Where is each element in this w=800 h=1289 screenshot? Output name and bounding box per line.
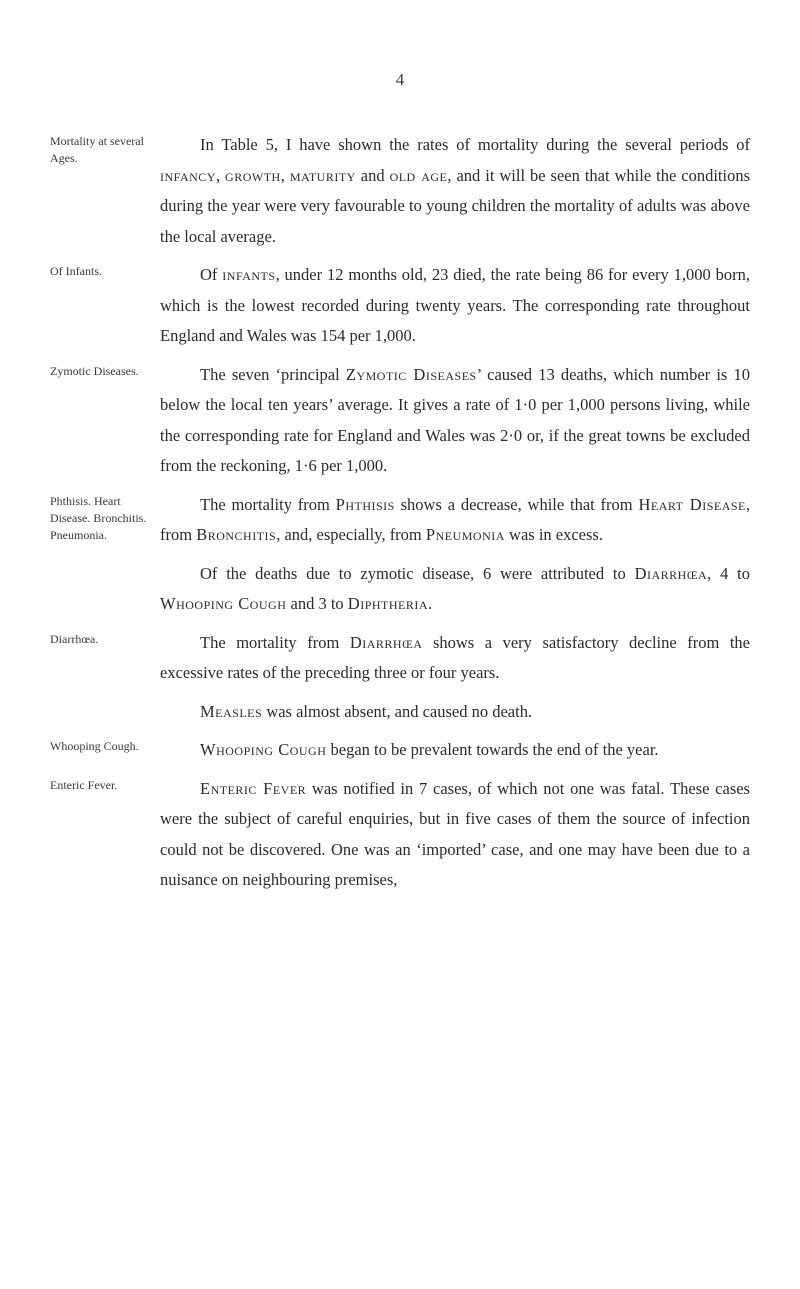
body-text: Measles was almost absent, and caused no… [160,697,750,728]
margin-note: Mortality at several Ages. [50,130,160,252]
margin-note: Zymotic Diseases. [50,360,160,482]
section: Enteric Fever. Enteric Fever was notifie… [50,774,750,896]
margin-note [50,697,160,728]
margin-note: Whooping Cough. [50,735,160,766]
paragraph: The mortality from Phthisis shows a decr… [160,490,750,551]
section: Phthisis. Heart Disease. Bronchitis. Pne… [50,490,750,551]
page-content: Mortality at several Ages. In Table 5, I… [50,130,750,896]
section: Whooping Cough. Whooping Cough began to … [50,735,750,766]
paragraph: Enteric Fever was notified in 7 cases, o… [160,774,750,896]
margin-note [50,559,160,620]
body-text: Whooping Cough began to be prevalent tow… [160,735,750,766]
paragraph: Of the deaths due to zymotic disease, 6 … [160,559,750,620]
body-text: Enteric Fever was notified in 7 cases, o… [160,774,750,896]
body-text: Of infants, under 12 months old, 23 died… [160,260,750,352]
margin-note: Enteric Fever. [50,774,160,896]
paragraph: Whooping Cough began to be prevalent tow… [160,735,750,766]
paragraph: In Table 5, I have shown the rates of mo… [160,130,750,252]
body-text: The seven ‘principal Zymotic Diseases’ c… [160,360,750,482]
paragraph: The mortality from Diarrhœa shows a very… [160,628,750,689]
section: Of Infants. Of infants, under 12 months … [50,260,750,352]
margin-note: Phthisis. Heart Disease. Bronchitis. Pne… [50,490,160,551]
section: Of the deaths due to zymotic disease, 6 … [50,559,750,620]
section: Measles was almost absent, and caused no… [50,697,750,728]
body-text: The mortality from Phthisis shows a decr… [160,490,750,551]
body-text: Of the deaths due to zymotic disease, 6 … [160,559,750,620]
section: Diarrhœa. The mortality from Diarrhœa sh… [50,628,750,689]
paragraph: Measles was almost absent, and caused no… [160,697,750,728]
page-number: 4 [50,70,750,90]
paragraph: Of infants, under 12 months old, 23 died… [160,260,750,352]
section: Zymotic Diseases. The seven ‘principal Z… [50,360,750,482]
paragraph: The seven ‘principal Zymotic Diseases’ c… [160,360,750,482]
body-text: The mortality from Diarrhœa shows a very… [160,628,750,689]
section: Mortality at several Ages. In Table 5, I… [50,130,750,252]
body-text: In Table 5, I have shown the rates of mo… [160,130,750,252]
margin-note: Diarrhœa. [50,628,160,689]
margin-note: Of Infants. [50,260,160,352]
